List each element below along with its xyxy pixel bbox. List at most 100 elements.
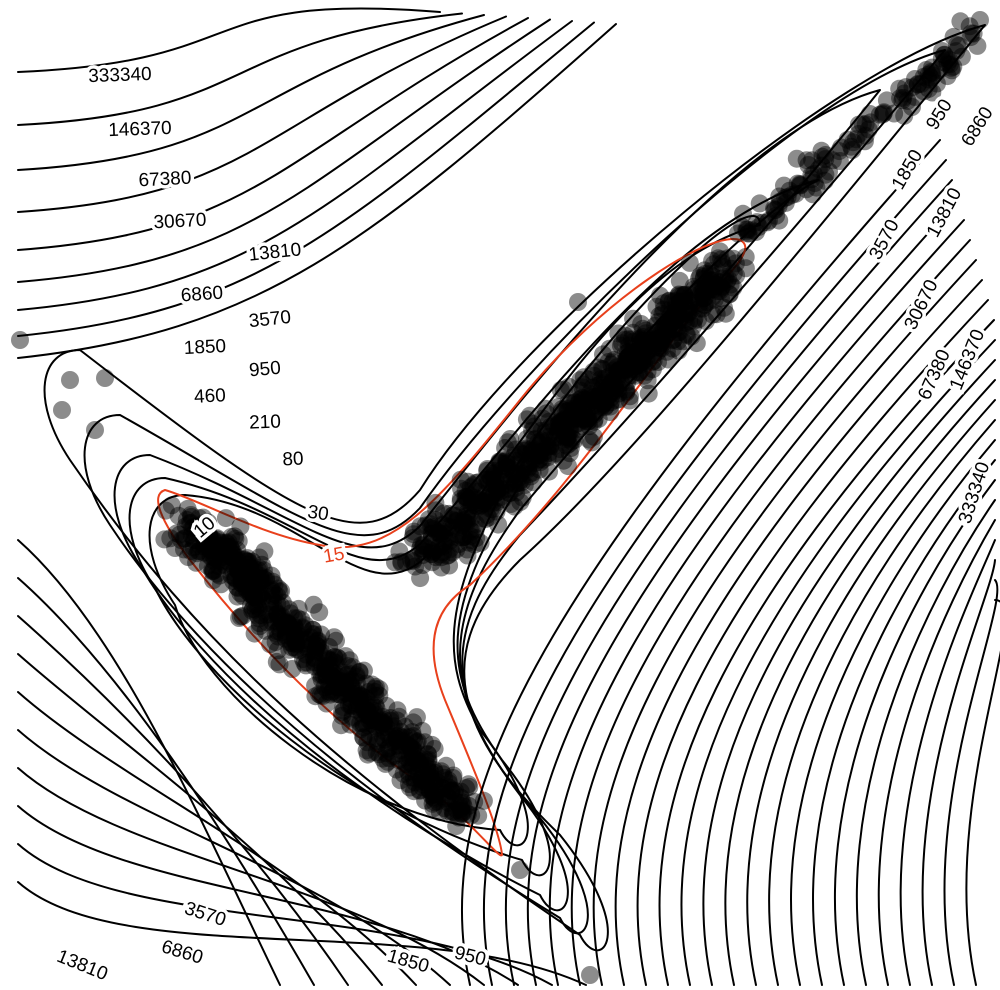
data-point (210, 566, 229, 585)
data-point (287, 625, 306, 644)
data-point (422, 545, 441, 563)
data-point (487, 479, 506, 498)
data-point (162, 496, 181, 515)
data-point (236, 569, 255, 588)
data-point (710, 273, 729, 292)
data-point (423, 774, 442, 793)
data-point (573, 378, 592, 397)
data-point (919, 65, 938, 84)
data-point (633, 331, 652, 350)
data-point (466, 474, 485, 492)
data-point (564, 402, 583, 421)
data-point (339, 657, 358, 676)
data-point (599, 353, 618, 371)
data-point (379, 726, 398, 745)
data-point (465, 792, 484, 811)
data-point (258, 613, 277, 632)
data-point (320, 677, 339, 696)
contour-label: 13810 (54, 946, 111, 985)
data-point (221, 547, 240, 566)
data-point (629, 363, 648, 382)
data-point (220, 554, 239, 572)
data-point (536, 421, 555, 440)
data-point (511, 446, 530, 464)
data-point (566, 393, 585, 412)
data-point (499, 484, 518, 503)
contour-label: 13810 (923, 185, 966, 242)
data-point (222, 544, 241, 562)
data-point (935, 46, 954, 65)
data-point (678, 326, 697, 345)
data-point (523, 414, 542, 433)
data-point (455, 527, 474, 546)
data-point (596, 393, 615, 411)
data-point (905, 87, 924, 106)
data-point (225, 568, 244, 587)
data-point (630, 348, 649, 367)
data-point (456, 481, 475, 500)
data-point (890, 79, 909, 98)
data-point (433, 515, 452, 534)
data-point (630, 363, 649, 382)
data-point (678, 305, 697, 324)
data-point (447, 511, 466, 530)
data-point (434, 543, 453, 561)
data-point (699, 280, 718, 299)
data-point (919, 79, 938, 98)
contour-label: 333340 (955, 459, 995, 526)
data-point (433, 522, 452, 541)
data-point (494, 490, 513, 509)
data-point (674, 332, 692, 351)
data-point (449, 506, 468, 525)
data-point (696, 264, 715, 283)
data-point (245, 560, 264, 579)
data-point (579, 393, 598, 412)
data-point (569, 404, 588, 423)
data-point (486, 471, 505, 490)
data-point (569, 394, 588, 413)
data-point (365, 679, 384, 698)
data-point (601, 397, 620, 416)
data-point (952, 47, 971, 66)
data-point (663, 310, 682, 329)
data-point (642, 334, 661, 352)
data-point (555, 409, 574, 428)
contour-lines-right (17, 139, 1000, 986)
data-point (557, 402, 576, 421)
data-point (695, 296, 714, 315)
data-point (771, 192, 790, 211)
data-point (462, 496, 481, 515)
data-point (522, 451, 541, 470)
data-point (389, 751, 408, 770)
data-point (654, 320, 673, 338)
data-point (532, 433, 551, 452)
data-point (439, 793, 458, 812)
data-point (491, 454, 510, 473)
data-point (591, 374, 610, 393)
data-point (228, 587, 247, 606)
data-point (181, 506, 200, 524)
data-point (517, 410, 536, 429)
data-point (262, 581, 281, 600)
data-point (657, 325, 676, 344)
data-point (354, 728, 373, 747)
data-point (602, 388, 620, 407)
data-point (588, 387, 607, 406)
data-point (308, 637, 327, 655)
data-point (438, 529, 457, 548)
data-point (610, 360, 629, 379)
data-point (402, 742, 421, 761)
data-point (517, 441, 536, 460)
contour-line (17, 881, 587, 986)
data-point (933, 42, 951, 60)
data-point (339, 673, 358, 692)
data-point (758, 213, 777, 232)
data-point (518, 429, 536, 448)
data-point (498, 479, 517, 498)
data-point (281, 604, 300, 623)
data-point (487, 493, 506, 512)
data-point (572, 417, 591, 435)
data-point (451, 788, 470, 807)
data-point (353, 688, 372, 706)
data-point (251, 566, 270, 585)
